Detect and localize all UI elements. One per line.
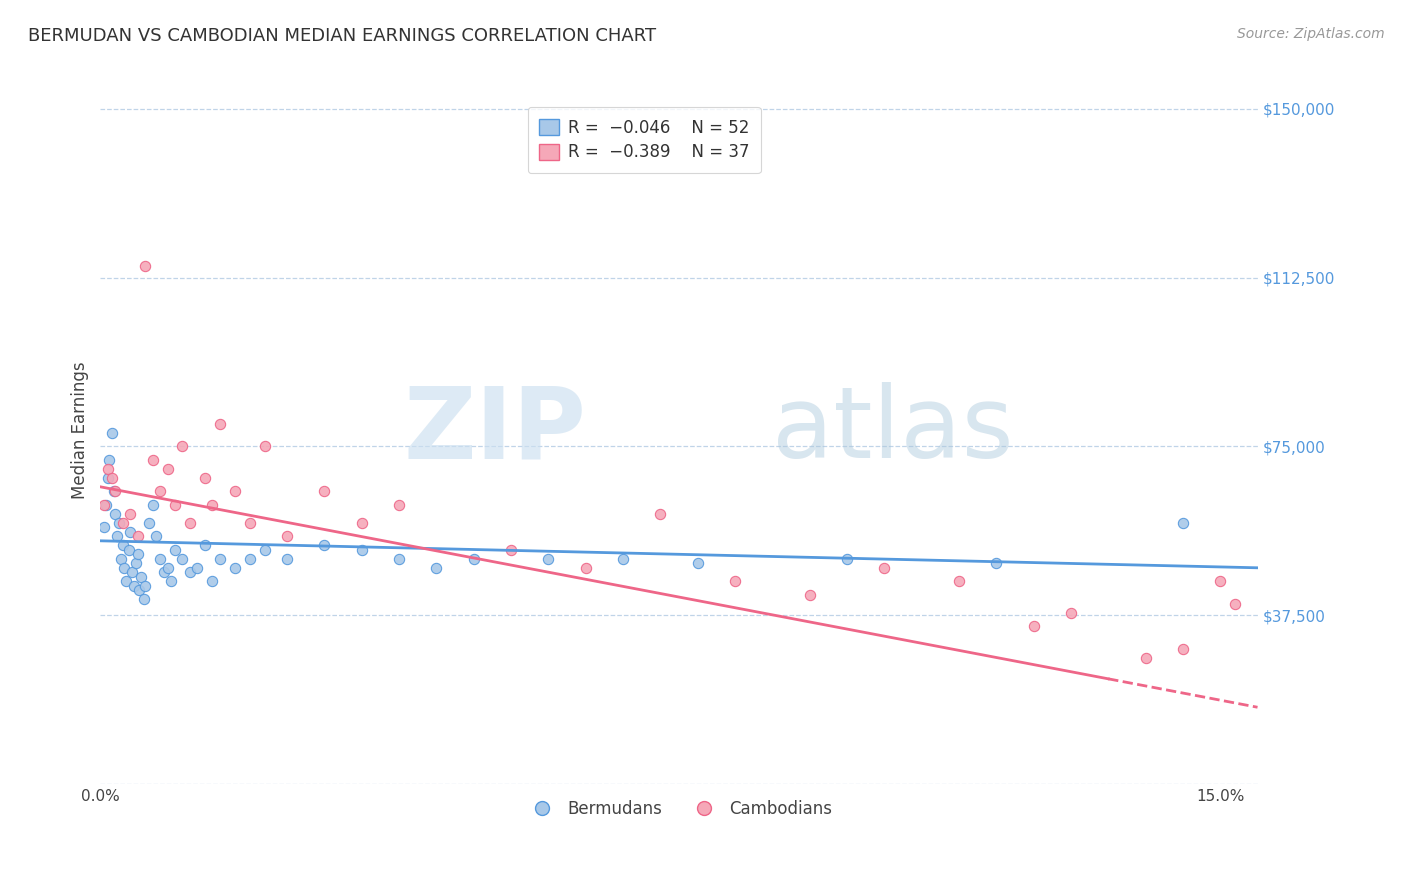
- Point: [224, 484, 246, 499]
- Point: [156, 462, 179, 476]
- Point: [149, 551, 172, 566]
- Point: [208, 551, 231, 566]
- Point: [686, 557, 709, 571]
- Point: [172, 439, 194, 453]
- Point: [115, 574, 138, 589]
- Point: [138, 516, 160, 530]
- Point: [153, 566, 176, 580]
- Point: [127, 547, 149, 561]
- Point: [201, 498, 224, 512]
- Point: [149, 484, 172, 499]
- Point: [131, 570, 153, 584]
- Point: [122, 579, 145, 593]
- Point: [120, 507, 142, 521]
- Point: [986, 557, 1008, 571]
- Point: [1171, 516, 1194, 530]
- Text: atlas: atlas: [772, 382, 1014, 479]
- Point: [163, 542, 186, 557]
- Point: [1171, 641, 1194, 656]
- Point: [118, 542, 141, 557]
- Point: [108, 516, 131, 530]
- Text: ZIP: ZIP: [404, 382, 586, 479]
- Point: [388, 551, 411, 566]
- Point: [350, 516, 373, 530]
- Point: [156, 561, 179, 575]
- Point: [1223, 597, 1246, 611]
- Point: [100, 425, 122, 440]
- Point: [97, 462, 120, 476]
- Point: [314, 538, 336, 552]
- Point: [142, 498, 165, 512]
- Point: [799, 588, 821, 602]
- Point: [388, 498, 411, 512]
- Point: [121, 566, 143, 580]
- Point: [463, 551, 485, 566]
- Point: [172, 551, 194, 566]
- Point: [1060, 606, 1083, 620]
- Point: [835, 551, 858, 566]
- Point: [350, 542, 373, 557]
- Point: [224, 561, 246, 575]
- Point: [201, 574, 224, 589]
- Point: [194, 471, 217, 485]
- Point: [112, 561, 135, 575]
- Text: BERMUDAN VS CAMBODIAN MEDIAN EARNINGS CORRELATION CHART: BERMUDAN VS CAMBODIAN MEDIAN EARNINGS CO…: [28, 27, 657, 45]
- Point: [253, 439, 276, 453]
- Point: [276, 551, 298, 566]
- Point: [97, 471, 120, 485]
- Point: [179, 566, 201, 580]
- Point: [134, 260, 156, 274]
- Point: [1209, 574, 1232, 589]
- Point: [179, 516, 201, 530]
- Point: [194, 538, 217, 552]
- Point: [127, 529, 149, 543]
- Point: [103, 484, 125, 499]
- Point: [499, 542, 522, 557]
- Point: [105, 529, 128, 543]
- Point: [96, 498, 118, 512]
- Point: [104, 484, 127, 499]
- Point: [873, 561, 896, 575]
- Point: [575, 561, 598, 575]
- Point: [612, 551, 634, 566]
- Point: [537, 551, 560, 566]
- Point: [239, 516, 262, 530]
- Point: [93, 520, 115, 534]
- Point: [1022, 619, 1045, 633]
- Point: [111, 538, 134, 552]
- Point: [104, 507, 127, 521]
- Point: [134, 579, 156, 593]
- Point: [208, 417, 231, 431]
- Point: [93, 498, 115, 512]
- Y-axis label: Median Earnings: Median Earnings: [72, 362, 89, 500]
- Point: [724, 574, 747, 589]
- Point: [111, 516, 134, 530]
- Point: [160, 574, 183, 589]
- Text: Source: ZipAtlas.com: Source: ZipAtlas.com: [1237, 27, 1385, 41]
- Point: [125, 557, 148, 571]
- Point: [1135, 650, 1157, 665]
- Legend: Bermudans, Cambodians: Bermudans, Cambodians: [519, 794, 839, 825]
- Point: [948, 574, 970, 589]
- Point: [110, 551, 132, 566]
- Point: [145, 529, 167, 543]
- Point: [100, 471, 122, 485]
- Point: [132, 592, 155, 607]
- Point: [276, 529, 298, 543]
- Point: [128, 583, 150, 598]
- Point: [163, 498, 186, 512]
- Point: [314, 484, 336, 499]
- Point: [98, 453, 121, 467]
- Point: [120, 524, 142, 539]
- Point: [650, 507, 672, 521]
- Point: [425, 561, 447, 575]
- Point: [253, 542, 276, 557]
- Point: [142, 453, 165, 467]
- Point: [239, 551, 262, 566]
- Point: [186, 561, 208, 575]
